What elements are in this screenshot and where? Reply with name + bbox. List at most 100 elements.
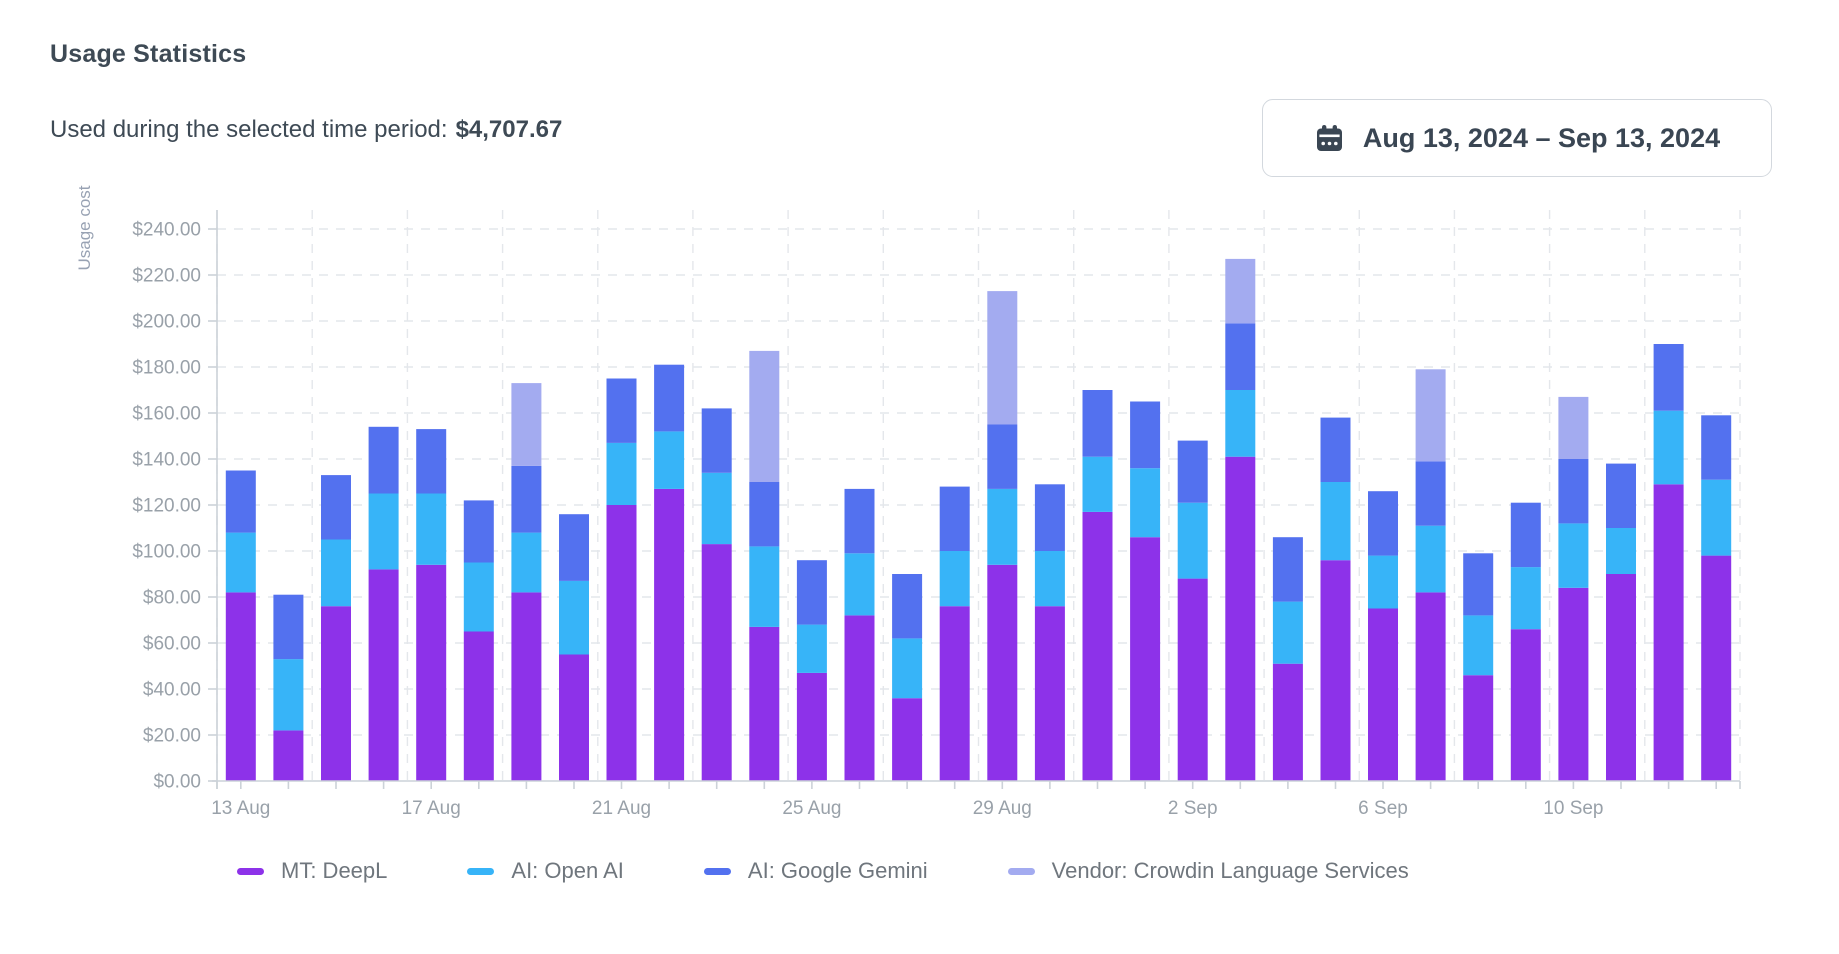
bar-segment[interactable]: 13 Aug — MT: DeepL: $82.00 [225, 592, 256, 781]
bar-segment[interactable]: 19 Aug — AI: Google Gemini: $29.00 [511, 465, 542, 533]
bar-segment[interactable]: 7 Sep — AI: Google Gemini: $28.00 [1415, 461, 1446, 526]
bar-segment[interactable]: 3 Sep — AI: Open AI: $29.00 [1225, 390, 1256, 457]
bar-segment[interactable]: 29 Aug — AI: Google Gemini: $28.00 [987, 424, 1018, 489]
bar-segment[interactable]: 19 Aug — MT: DeepL: $82.00 [511, 592, 542, 781]
bar-segment[interactable]: 31 Aug — AI: Google Gemini: $29.00 [1082, 390, 1113, 457]
bar-segment[interactable]: 23 Aug — AI: Open AI: $31.00 [701, 472, 732, 545]
bar-segment[interactable]: 22 Aug — MT: DeepL: $127.00 [654, 488, 685, 781]
bar-segment[interactable]: 24 Aug — Vendor: Crowdin Language Servic… [749, 350, 780, 482]
bar-segment[interactable]: 1 Sep — AI: Google Gemini: $29.00 [1130, 401, 1161, 469]
bar-segment[interactable]: 6 Sep — AI: Open AI: $23.00 [1368, 555, 1398, 609]
bar-segment[interactable]: 10 Sep — AI: Open AI: $28.00 [1558, 523, 1589, 588]
bar-segment[interactable]: 29 Aug — AI: Open AI: $33.00 [987, 488, 1018, 565]
bar-segment[interactable]: 25 Aug — AI: Google Gemini: $28.00 [796, 560, 827, 625]
bar-segment[interactable]: 3 Sep — Vendor: Crowdin Language Service… [1225, 258, 1256, 324]
bar-segment[interactable]: 16 Aug — AI: Open AI: $33.00 [368, 493, 399, 570]
bar-segment[interactable]: 30 Aug — AI: Google Gemini: $29.00 [1034, 484, 1065, 551]
bar-segment[interactable]: 7 Sep — MT: DeepL: $82.00 [1415, 592, 1446, 781]
bar-segment[interactable]: 15 Aug — MT: DeepL: $76.00 [321, 606, 351, 781]
bar-segment[interactable]: 21 Aug — AI: Google Gemini: $28.00 [606, 378, 637, 443]
bar-segment[interactable]: 13 Sep — MT: DeepL: $98.00 [1701, 555, 1732, 781]
bar-segment[interactable]: 5 Sep — MT: DeepL: $96.00 [1320, 560, 1351, 781]
bar-segment[interactable]: 14 Aug — AI: Google Gemini: $28.00 [273, 594, 304, 660]
bar-segment[interactable]: 9 Sep — MT: DeepL: $66.00 [1510, 629, 1541, 781]
bar-segment[interactable]: 26 Aug — AI: Google Gemini: $28.00 [844, 488, 875, 554]
bar-segment[interactable]: 3 Sep — AI: Google Gemini: $29.00 [1225, 323, 1256, 390]
bar-segment[interactable]: 20 Aug — AI: Google Gemini: $29.00 [559, 514, 589, 581]
bar-segment[interactable]: 13 Sep — AI: Google Gemini: $28.00 [1701, 415, 1732, 480]
bar-segment[interactable]: 14 Aug — MT: DeepL: $22.00 [273, 730, 304, 781]
legend-item[interactable]: AI: Open AI [467, 858, 624, 884]
bar-segment[interactable]: 15 Aug — AI: Google Gemini: $28.00 [321, 475, 351, 540]
bar-segment[interactable]: 22 Aug — AI: Google Gemini: $29.00 [654, 364, 685, 432]
bar-segment[interactable]: 27 Aug — AI: Open AI: $26.00 [892, 638, 923, 699]
bar-segment[interactable]: 13 Sep — AI: Open AI: $33.00 [1701, 479, 1732, 556]
bar-segment[interactable]: 10 Sep — Vendor: Crowdin Language Servic… [1558, 396, 1589, 459]
bar-segment[interactable]: 23 Aug — MT: DeepL: $103.00 [701, 544, 732, 781]
bar-segment[interactable]: 29 Aug — MT: DeepL: $94.00 [987, 564, 1018, 781]
legend-item[interactable]: AI: Google Gemini [703, 858, 928, 884]
legend-item[interactable]: MT: DeepL [237, 858, 387, 884]
bar-segment[interactable]: 11 Sep — AI: Open AI: $20.00 [1606, 528, 1636, 574]
bar-segment[interactable]: 8 Sep — MT: DeepL: $46.00 [1463, 675, 1494, 781]
bar-segment[interactable]: 17 Aug — AI: Open AI: $31.00 [416, 493, 447, 565]
bar-segment[interactable]: 12 Sep — MT: DeepL: $129.00 [1653, 484, 1684, 781]
bar-segment[interactable]: 8 Sep — AI: Google Gemini: $27.00 [1463, 553, 1494, 616]
bar-segment[interactable]: 10 Sep — AI: Google Gemini: $28.00 [1558, 459, 1589, 524]
bar-segment[interactable]: 19 Aug — Vendor: Crowdin Language Servic… [511, 383, 542, 466]
bar-segment[interactable]: 28 Aug — MT: DeepL: $76.00 [939, 606, 970, 781]
bar-segment[interactable]: 2 Sep — MT: DeepL: $88.00 [1177, 578, 1208, 781]
bar-segment[interactable]: 26 Aug — AI: Open AI: $27.00 [844, 553, 875, 616]
bar-segment[interactable]: 13 Aug — AI: Google Gemini: $27.00 [225, 470, 256, 533]
bar-segment[interactable]: 9 Sep — AI: Google Gemini: $28.00 [1510, 502, 1541, 568]
bar-segment[interactable]: 13 Aug — AI: Open AI: $26.00 [225, 532, 256, 593]
bar-segment[interactable]: 28 Aug — AI: Open AI: $24.00 [939, 551, 970, 607]
bar-segment[interactable]: 9 Sep — AI: Open AI: $27.00 [1510, 567, 1541, 630]
bar-segment[interactable]: 31 Aug — AI: Open AI: $24.00 [1082, 456, 1113, 512]
bar-segment[interactable]: 11 Sep — MT: DeepL: $90.00 [1606, 574, 1636, 781]
bar-segment[interactable]: 2 Sep — AI: Open AI: $33.00 [1177, 502, 1208, 579]
bar-segment[interactable]: 4 Sep — MT: DeepL: $51.00 [1272, 663, 1303, 781]
bar-segment[interactable]: 17 Aug — MT: DeepL: $94.00 [416, 564, 447, 781]
bar-segment[interactable]: 14 Aug — AI: Open AI: $31.00 [273, 659, 304, 731]
bar-segment[interactable]: 5 Sep — AI: Open AI: $34.00 [1320, 482, 1351, 561]
bar-segment[interactable]: 18 Aug — AI: Google Gemini: $27.00 [463, 500, 494, 563]
bar-segment[interactable]: 24 Aug — MT: DeepL: $67.00 [749, 626, 780, 781]
bar-segment[interactable]: 27 Aug — AI: Google Gemini: $28.00 [892, 574, 923, 639]
bar-segment[interactable]: 7 Sep — AI: Open AI: $29.00 [1415, 525, 1446, 593]
bar-segment[interactable]: 1 Sep — MT: DeepL: $106.00 [1130, 537, 1161, 781]
bar-segment[interactable]: 5 Sep — AI: Google Gemini: $28.00 [1320, 417, 1351, 482]
bar-segment[interactable]: 11 Sep — AI: Google Gemini: $28.00 [1606, 463, 1636, 528]
bar-segment[interactable]: 12 Sep — AI: Google Gemini: $29.00 [1653, 344, 1684, 411]
bar-segment[interactable]: 10 Sep — MT: DeepL: $84.00 [1558, 587, 1589, 781]
date-range-picker[interactable]: Aug 13, 2024 – Sep 13, 2024 [1262, 99, 1772, 177]
bar-segment[interactable]: 28 Aug — AI: Google Gemini: $28.00 [939, 486, 970, 551]
bar-segment[interactable]: 30 Aug — MT: DeepL: $76.00 [1034, 606, 1065, 781]
bar-segment[interactable]: 22 Aug — AI: Open AI: $25.00 [654, 431, 685, 489]
bar-segment[interactable]: 18 Aug — MT: DeepL: $65.00 [463, 631, 494, 782]
bar-segment[interactable]: 24 Aug — AI: Open AI: $35.00 [749, 546, 780, 627]
bar-segment[interactable]: 29 Aug — Vendor: Crowdin Language Servic… [987, 291, 1018, 425]
bar-segment[interactable]: 16 Aug — MT: DeepL: $92.00 [368, 569, 399, 781]
bar-segment[interactable]: 4 Sep — AI: Google Gemini: $28.00 [1272, 537, 1303, 602]
bar-segment[interactable]: 15 Aug — AI: Open AI: $29.00 [321, 539, 351, 607]
bar-segment[interactable]: 18 Aug — AI: Open AI: $30.00 [463, 562, 494, 632]
bar-segment[interactable]: 6 Sep — AI: Google Gemini: $28.00 [1368, 491, 1398, 556]
bar-segment[interactable]: 2 Sep — AI: Google Gemini: $27.00 [1177, 440, 1208, 503]
bar-segment[interactable]: 12 Sep — AI: Open AI: $32.00 [1653, 410, 1684, 485]
bar-segment[interactable]: 25 Aug — AI: Open AI: $21.00 [796, 624, 827, 673]
bar-segment[interactable]: 21 Aug — AI: Open AI: $27.00 [606, 442, 637, 505]
bar-segment[interactable]: 24 Aug — AI: Google Gemini: $28.00 [749, 482, 780, 547]
bar-segment[interactable]: 4 Sep — AI: Open AI: $27.00 [1272, 601, 1303, 664]
bar-segment[interactable]: 20 Aug — AI: Open AI: $32.00 [559, 580, 589, 655]
bar-segment[interactable]: 3 Sep — MT: DeepL: $141.00 [1225, 456, 1256, 781]
bar-segment[interactable]: 31 Aug — MT: DeepL: $117.00 [1082, 511, 1113, 781]
bar-segment[interactable]: 26 Aug — MT: DeepL: $72.00 [844, 615, 875, 781]
bar-segment[interactable]: 21 Aug — MT: DeepL: $120.00 [606, 505, 637, 781]
bar-segment[interactable]: 19 Aug — AI: Open AI: $26.00 [511, 532, 542, 593]
bar-segment[interactable]: 16 Aug — AI: Google Gemini: $29.00 [368, 426, 399, 494]
bar-segment[interactable]: 23 Aug — AI: Google Gemini: $28.00 [701, 408, 732, 473]
bar-segment[interactable]: 17 Aug — AI: Google Gemini: $28.00 [416, 429, 447, 494]
bar-segment[interactable]: 8 Sep — AI: Open AI: $26.00 [1463, 615, 1494, 676]
bar-segment[interactable]: 6 Sep — MT: DeepL: $75.00 [1368, 608, 1398, 782]
